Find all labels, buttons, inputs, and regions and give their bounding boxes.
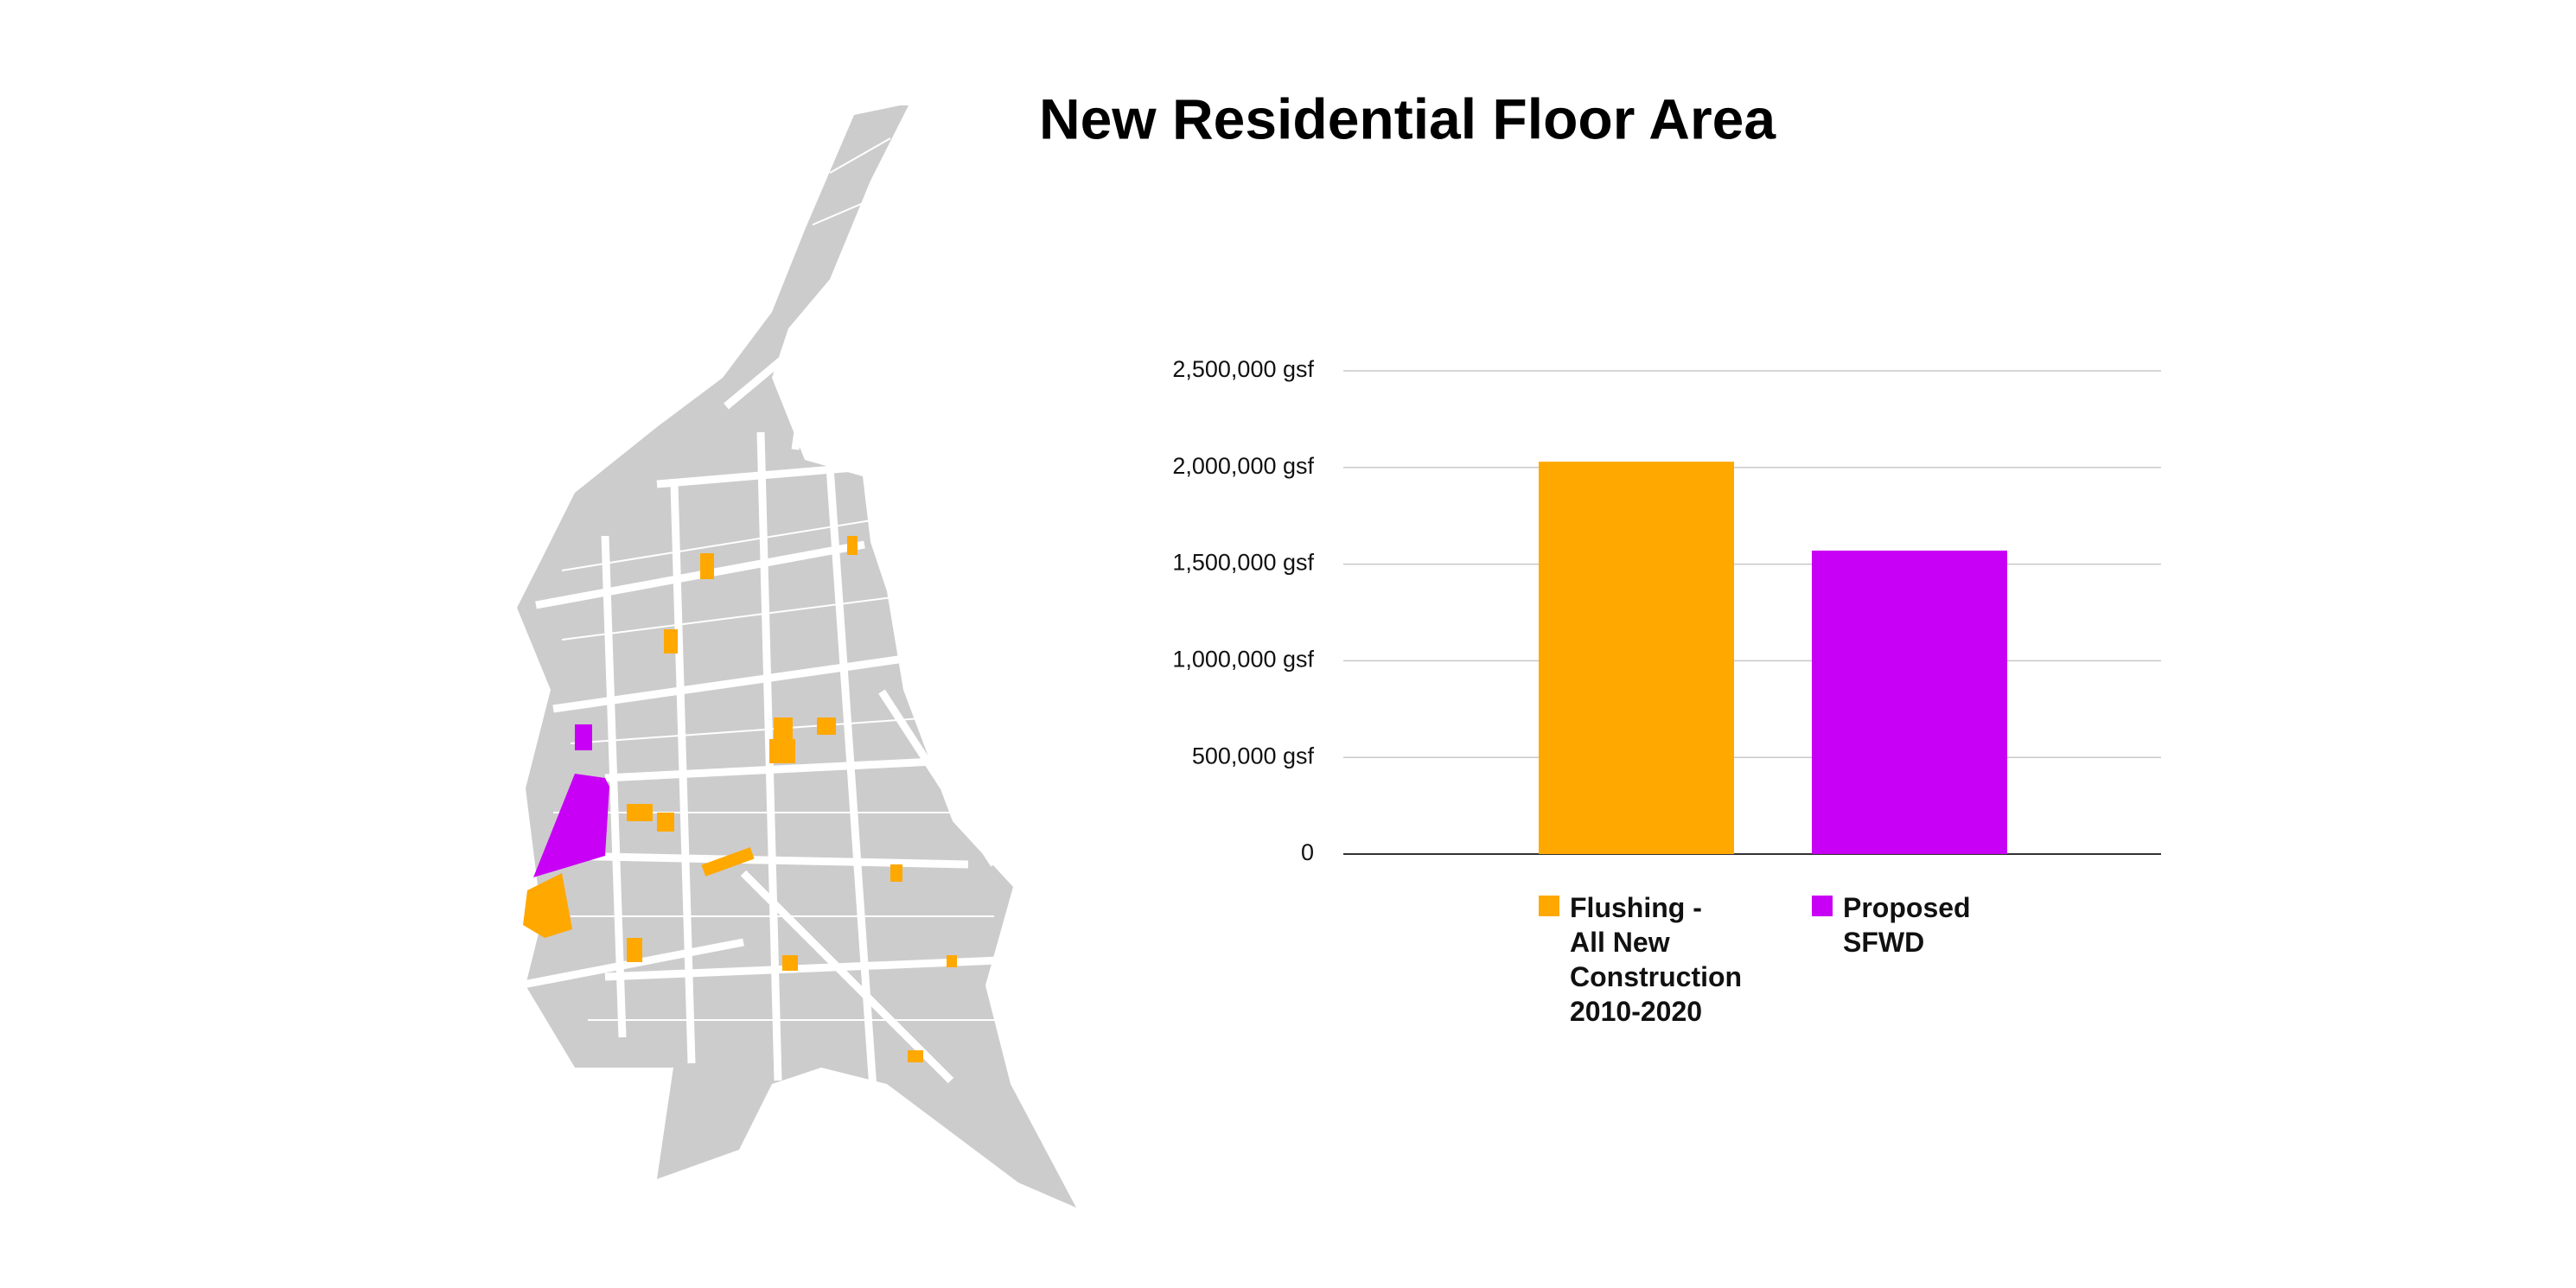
legend-item: Proposed SFWD	[1812, 890, 2012, 960]
lots	[553, 137, 1020, 1021]
y-tick-label: 1,500,000 gsf	[1172, 550, 1314, 576]
y-tick-label: 2,000,000 gsf	[1172, 453, 1314, 479]
legend-label: Proposed SFWD	[1843, 892, 1971, 958]
sfwd-site	[533, 724, 609, 877]
map	[517, 105, 1076, 1208]
bar	[1539, 462, 1734, 854]
legend-swatch	[1539, 896, 1559, 916]
map-area	[517, 105, 1076, 1208]
legend-swatch	[1812, 896, 1833, 916]
highlight-lots	[523, 536, 957, 1062]
bar	[1812, 550, 2007, 854]
legend-label: Flushing - All New Construction 2010-202…	[1570, 892, 1743, 1027]
y-tick-label: 500,000 gsf	[1192, 743, 1315, 768]
y-tick-label: 2,500,000 gsf	[1172, 356, 1314, 382]
y-tick-label: 1,000,000 gsf	[1172, 647, 1314, 673]
chart-title: New Residential Floor Area	[1039, 86, 1776, 150]
y-tick-label: 0	[1301, 839, 1314, 865]
legend-item: Flushing - All New Construction 2010-202…	[1539, 890, 1743, 1029]
